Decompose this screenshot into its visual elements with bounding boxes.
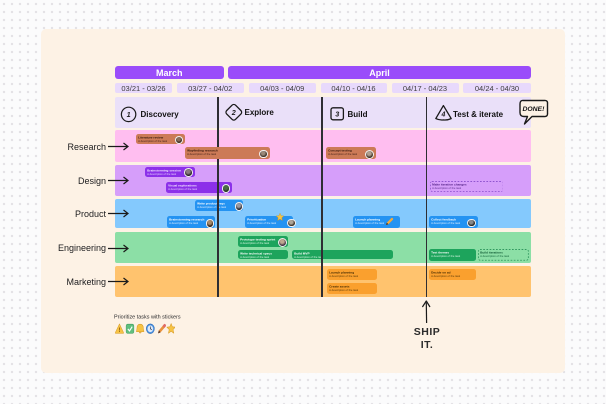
- svg-text:!: !: [118, 328, 120, 334]
- svg-text:1: 1: [127, 110, 131, 119]
- svg-text:3: 3: [335, 110, 339, 119]
- svg-text:DONE!: DONE!: [522, 106, 545, 113]
- svg-text:4: 4: [440, 111, 445, 118]
- svg-text:2: 2: [230, 107, 235, 116]
